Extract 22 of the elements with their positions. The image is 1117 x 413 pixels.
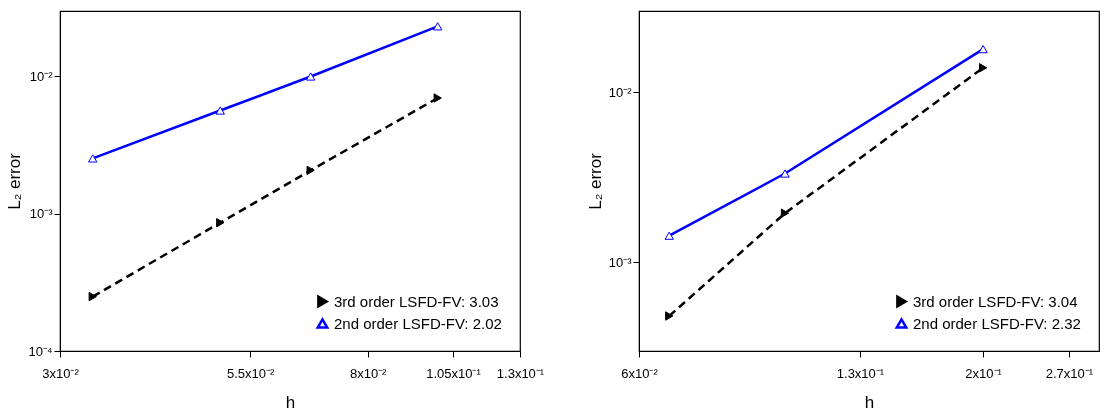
- x-tick-label: 1.05x10⁻¹: [426, 365, 482, 381]
- legend-label: 3rd order LSFD-FV: 3.04: [913, 292, 1078, 310]
- legend-label: 2nd order LSFD-FV: 2.32: [913, 314, 1081, 332]
- x-tick-label: 6x10⁻²: [621, 365, 659, 381]
- x-tick-label: 8x10⁻²: [349, 365, 388, 381]
- x-axis-title: h: [285, 392, 296, 412]
- y-tick-label: 10⁻²: [29, 68, 54, 84]
- x-tick-label: 2.7x10⁻¹: [1045, 365, 1094, 381]
- x-axis-title: h: [864, 392, 875, 412]
- y-tick-label: 10⁻²: [608, 84, 633, 100]
- y-tick-label: 10⁻³: [608, 254, 633, 270]
- x-tick-label: 3x10⁻²: [42, 365, 80, 381]
- x-tick-label: 1.3x10⁻¹: [836, 365, 885, 381]
- legend-label: 3rd order LSFD-FV: 3.03: [334, 292, 499, 310]
- x-tick-label: 5.5x10⁻²: [226, 365, 275, 381]
- x-tick-label: 2x10⁻¹: [965, 365, 1003, 381]
- y-axis-title: L₂ error: [5, 152, 25, 210]
- x-tick-label: 1.3x10⁻¹: [496, 365, 545, 381]
- y-tick-label: 10⁻⁴: [28, 343, 53, 359]
- legend-label: 2nd order LSFD-FV: 2.02: [334, 314, 502, 332]
- y-tick-label: 10⁻³: [29, 206, 54, 222]
- y-axis-title: L₂ error: [585, 152, 605, 210]
